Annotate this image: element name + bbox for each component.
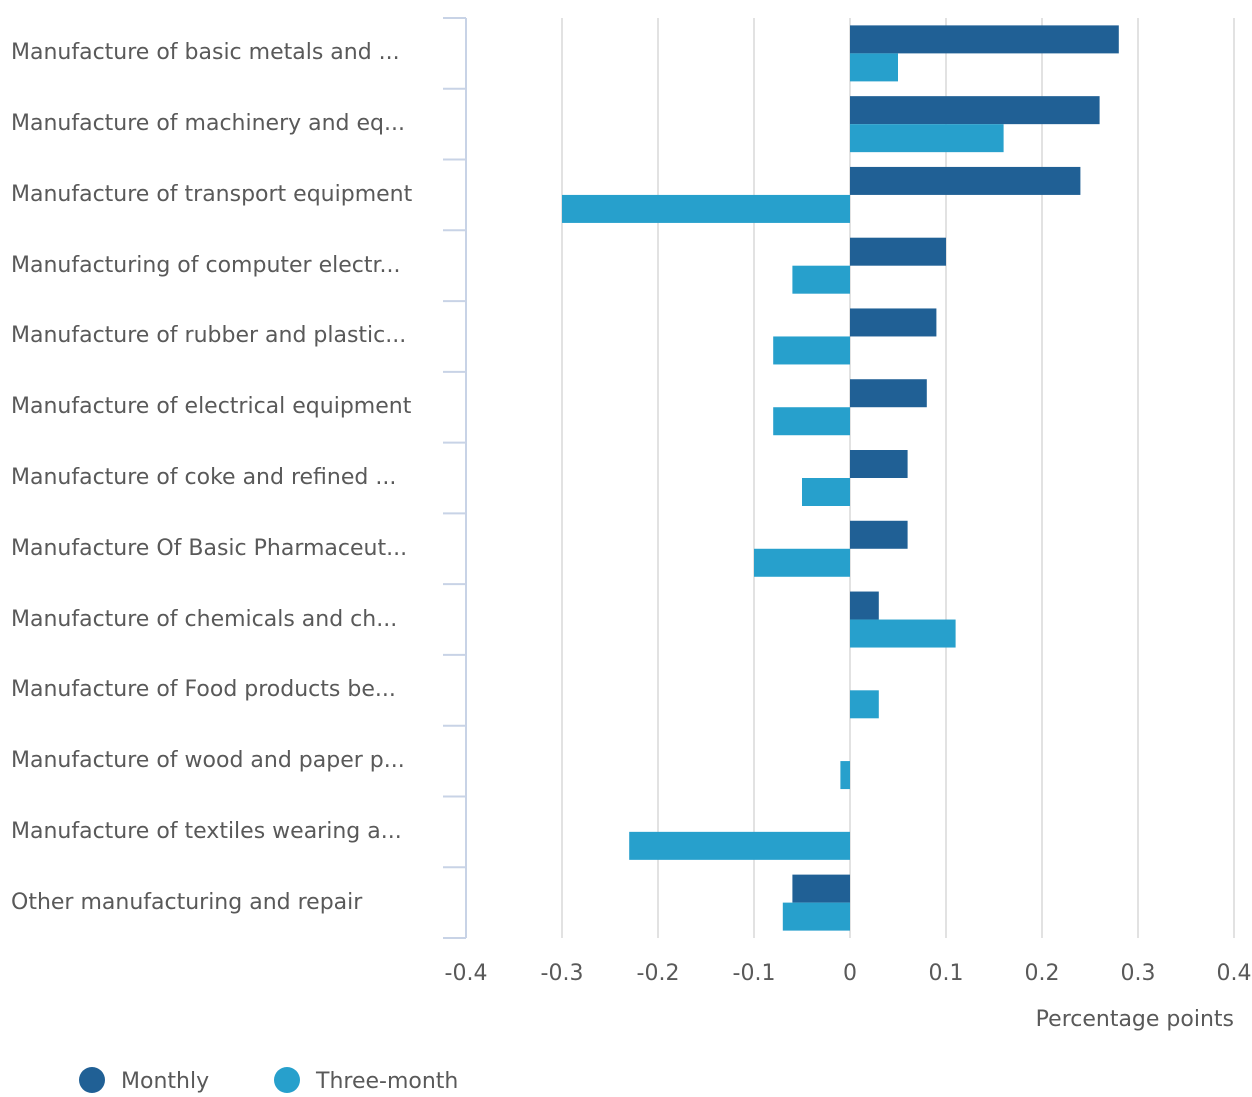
x-tick-label: 0.2 <box>1025 961 1060 986</box>
bar <box>850 53 898 82</box>
y-tick-label: Manufacture of transport equipment <box>11 181 413 207</box>
y-tick-label: Manufacture of rubber and plastic... <box>11 323 407 349</box>
legend-label: Monthly <box>121 1069 209 1094</box>
bar <box>850 379 927 408</box>
y-tick-label: Manufacture Of Basic Pharmaceut... <box>11 535 408 561</box>
y-tick-label: Manufacture of Food products be... <box>11 677 396 703</box>
x-tick-label: 0.3 <box>1121 961 1156 986</box>
x-tick-label: -0.4 <box>445 961 488 986</box>
bar <box>850 96 1100 125</box>
legend-swatch <box>274 1067 300 1093</box>
y-tick-label: Manufacturing of computer electr... <box>11 252 401 278</box>
bar <box>782 902 850 931</box>
bar <box>754 548 850 577</box>
bar <box>850 166 1081 195</box>
bar <box>773 336 850 365</box>
x-tick-label: 0.4 <box>1217 961 1252 986</box>
x-tick-label: -0.3 <box>541 961 584 986</box>
x-tick-label: -0.1 <box>733 961 776 986</box>
x-tick-label: 0.1 <box>929 961 964 986</box>
y-tick-label: Manufacture of chemicals and ch... <box>11 606 398 632</box>
bar <box>850 237 946 266</box>
legend-swatch <box>79 1067 105 1093</box>
bar <box>850 25 1119 54</box>
legend-label: Three-month <box>315 1069 458 1094</box>
bar <box>792 874 850 903</box>
bar <box>850 450 908 478</box>
bar <box>840 761 850 790</box>
bar <box>629 831 850 860</box>
y-tick-label: Manufacture of basic metals and ... <box>11 40 400 66</box>
y-tick-label: Manufacture of machinery and eq... <box>11 111 405 137</box>
x-tick-label: -0.2 <box>637 961 680 986</box>
bar <box>773 407 850 436</box>
x-axis-title: Percentage points <box>1036 1007 1234 1032</box>
y-tick-label: Manufacture of coke and refined ... <box>11 465 397 490</box>
bar <box>562 194 850 223</box>
y-tick-label: Manufacture of wood and paper p... <box>11 748 405 774</box>
bar <box>850 308 937 337</box>
bar <box>792 265 850 294</box>
x-tick-label: 0 <box>843 961 857 986</box>
y-tick-label: Other manufacturing and repair <box>11 889 363 915</box>
bar <box>850 124 1004 153</box>
y-tick-label: Manufacture of textiles wearing a... <box>11 818 402 844</box>
y-tick-label: Manufacture of electrical equipment <box>11 394 412 420</box>
bar <box>850 619 956 648</box>
bar <box>850 520 908 549</box>
bar <box>850 690 879 719</box>
bar <box>802 478 850 506</box>
bar <box>850 591 879 620</box>
